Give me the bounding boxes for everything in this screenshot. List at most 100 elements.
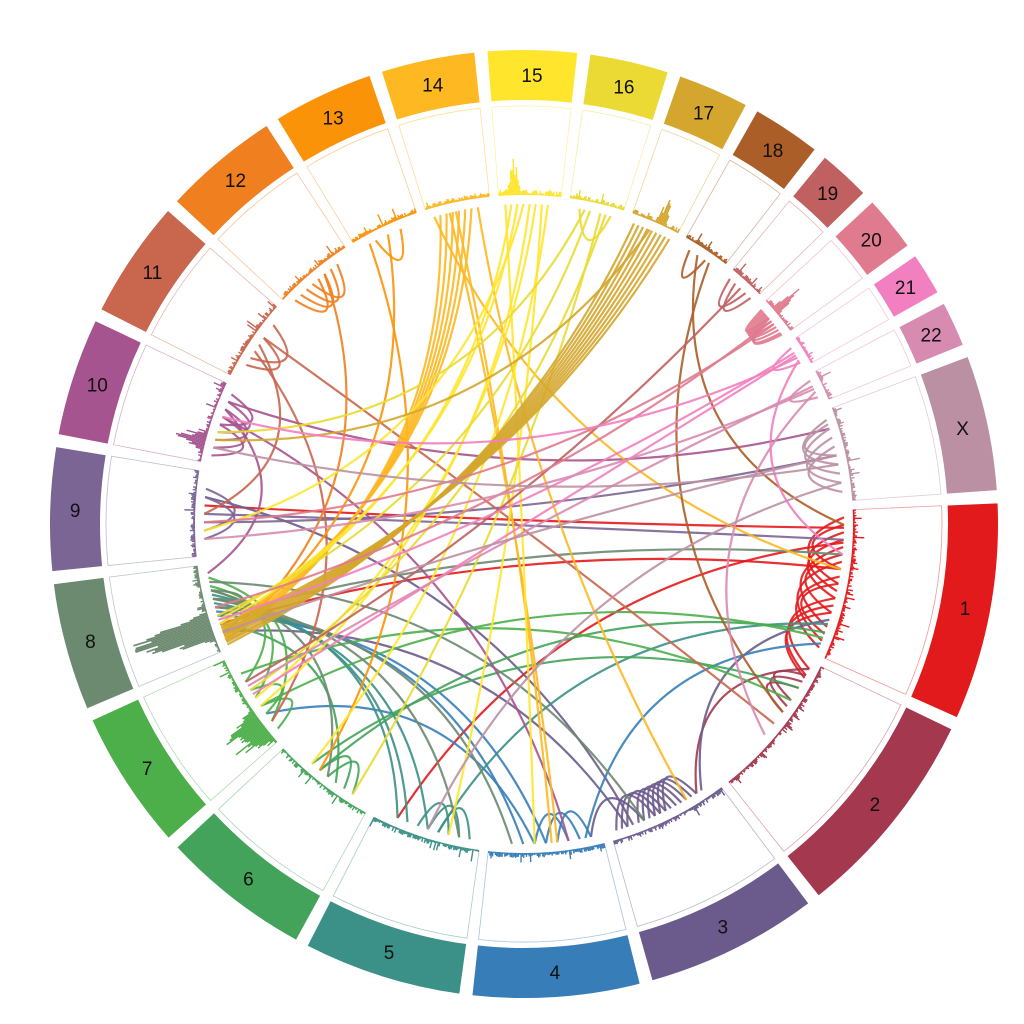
histogram-bar [197, 451, 203, 454]
histogram-bar [848, 470, 853, 473]
histogram-bar [213, 400, 219, 404]
histogram-bar [834, 630, 839, 633]
histogram-bar [309, 268, 313, 273]
histogram-bar [216, 649, 221, 652]
link-21-1 [769, 359, 844, 556]
histogram-bar [811, 683, 816, 687]
histogram-bar [190, 537, 196, 540]
histogram-bar [787, 719, 790, 722]
histogram-bar [637, 213, 640, 216]
histogram-bar [837, 624, 841, 627]
histogram-bar [707, 248, 711, 253]
histogram-bar [239, 349, 244, 353]
histogram-bar [319, 783, 324, 789]
histogram-bar [524, 852, 526, 855]
histogram-bar [504, 852, 506, 857]
histogram-bar [485, 194, 487, 198]
histogram-bar [505, 852, 507, 857]
histogram-bar [197, 431, 208, 436]
histogram-bar [398, 215, 402, 220]
histogram-bar [786, 720, 792, 725]
histogram-bar [758, 753, 763, 758]
histogram-bar [434, 203, 437, 208]
histogram-bar [374, 227, 377, 231]
histogram-bar [844, 598, 848, 601]
histogram-bar [359, 809, 363, 814]
histogram-bar [470, 848, 474, 862]
histogram-bar [847, 584, 852, 588]
histogram-bar [200, 600, 205, 603]
histogram-bar [572, 849, 575, 854]
histogram-bar [786, 721, 791, 726]
histogram-bar [841, 438, 845, 441]
histogram-bar [845, 594, 847, 596]
histogram-bar [311, 776, 314, 778]
histogram-bar [413, 208, 417, 214]
histogram-bar [768, 742, 773, 746]
histogram-bar [840, 432, 846, 436]
histogram-bar [621, 206, 624, 211]
chromosome-band-4 [472, 935, 640, 998]
histogram-bar [188, 441, 205, 448]
histogram-bar [564, 850, 567, 855]
histogram-bar [842, 439, 847, 442]
histogram-bar [373, 817, 377, 822]
link-21-10 [222, 356, 798, 445]
chromosome-track-borders [105, 105, 943, 943]
histogram-bar [216, 394, 222, 397]
histogram-bar [239, 354, 242, 357]
histogram-bar [272, 307, 276, 310]
histogram-bar [255, 328, 259, 332]
histogram-bar [234, 684, 238, 687]
histogram-bar [632, 209, 635, 214]
histogram-bar [134, 625, 212, 652]
histogram-bar [523, 852, 525, 858]
histogram-bar [230, 717, 259, 739]
histogram-bar [451, 197, 454, 203]
histogram-bar [135, 623, 211, 650]
histogram-bar [454, 200, 457, 203]
histogram-bar [457, 199, 460, 202]
histogram-bar [197, 585, 202, 588]
histogram-bar [146, 620, 210, 641]
histogram-bar [512, 158, 515, 196]
link-19-7 [245, 287, 742, 683]
histogram-bar [240, 347, 245, 352]
histogram-bar [192, 579, 200, 582]
histogram-bar [852, 542, 857, 544]
histogram-bar [521, 852, 524, 857]
histogram-bar [285, 754, 290, 759]
histogram-bar [545, 852, 548, 855]
histogram-bar [850, 566, 855, 569]
histogram-bar [249, 708, 253, 712]
histogram-bar [227, 372, 232, 375]
histogram-bar [515, 166, 518, 196]
histogram-bar [839, 430, 843, 433]
histogram-bar [441, 842, 444, 845]
histogram-bar [833, 412, 838, 415]
histogram-bar [747, 280, 752, 284]
link-21-8 [218, 351, 795, 621]
histogram-bar [845, 454, 849, 457]
histogram-bar [216, 645, 219, 648]
link-1-5 [396, 541, 844, 819]
histogram-bar [194, 471, 200, 474]
histogram-bar [654, 216, 659, 223]
histogram-bar [775, 734, 778, 737]
histogram-bar [718, 788, 722, 793]
histogram-bar [201, 608, 207, 611]
chromosome-band-9 [49, 447, 106, 572]
histogram-bar [636, 210, 639, 216]
histogram-bar [446, 843, 449, 847]
histogram-bar [337, 795, 340, 798]
histogram-bar [571, 849, 573, 851]
histogram-bar [852, 514, 857, 517]
histogram-bar [670, 225, 674, 231]
histogram-bar [731, 778, 735, 782]
histogram-bar [642, 830, 645, 833]
histogram-bar [533, 190, 536, 196]
histogram-bar [394, 826, 396, 829]
histogram-bar [720, 258, 723, 261]
histogram-bar [272, 303, 277, 308]
link-14-4 [454, 211, 553, 843]
